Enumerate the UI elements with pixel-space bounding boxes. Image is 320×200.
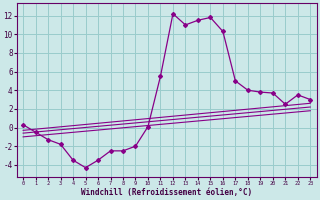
X-axis label: Windchill (Refroidissement éolien,°C): Windchill (Refroidissement éolien,°C) (81, 188, 252, 197)
